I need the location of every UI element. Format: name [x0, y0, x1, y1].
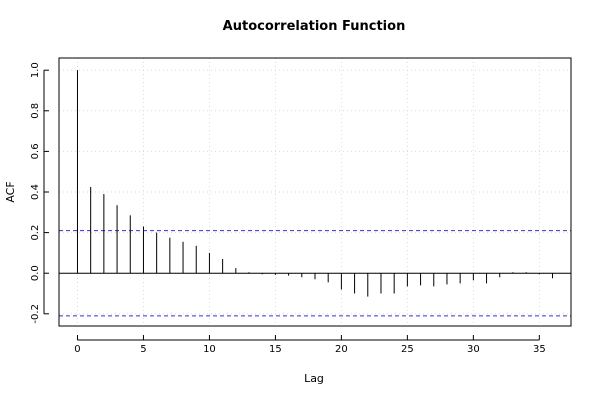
grid-layer: [59, 58, 571, 326]
y-tick-label-5: 0.8: [30, 103, 41, 119]
plot-frame: [58, 57, 572, 327]
x-axis-label: Lag: [304, 372, 324, 385]
y-tick-label-0: -0.2: [30, 304, 41, 324]
x-tick-label-1: 5: [140, 344, 146, 355]
x-tick-label-7: 35: [533, 344, 546, 355]
y-tick-label-1: 0.0: [30, 265, 41, 281]
y-tick-label-3: 0.4: [30, 184, 41, 200]
x-tick-label-5: 25: [401, 344, 414, 355]
confidence-layer: [59, 230, 571, 317]
y-tick-label-2: 0.2: [30, 225, 41, 241]
x-tick-label-2: 10: [203, 344, 216, 355]
x-tick-label-4: 20: [335, 344, 348, 355]
axes-layer: 0 5 10 15 20 25 30 35 -0.2 0.0 0.2 0.4 0.6 0.8 1.0: [30, 57, 572, 355]
y-tick-label-6: 1.0: [30, 62, 41, 78]
x-tick-label-0: 0: [74, 344, 80, 355]
bars-layer: [76, 70, 554, 297]
chart-title: Autocorrelation Function: [223, 19, 406, 34]
x-tick-label-3: 15: [269, 344, 282, 355]
y-tick-label-4: 0.6: [30, 143, 41, 159]
x-tick-label-6: 30: [467, 344, 480, 355]
y-axis-label: ACF: [4, 181, 17, 202]
